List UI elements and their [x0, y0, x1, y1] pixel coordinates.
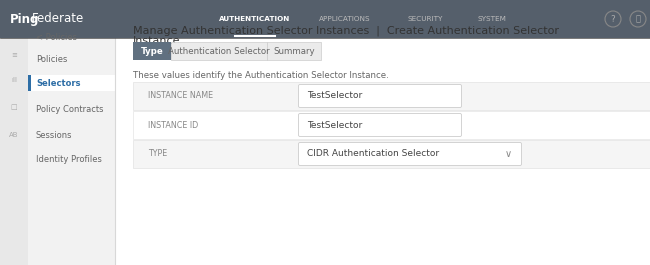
FancyBboxPatch shape — [298, 113, 462, 136]
Text: Instance: Instance — [133, 36, 181, 46]
Bar — [171, 42, 267, 60]
Text: TYPE: TYPE — [148, 149, 167, 158]
FancyBboxPatch shape — [298, 143, 521, 166]
Text: < Policies: < Policies — [36, 33, 77, 42]
Bar — [28, 75, 115, 91]
Text: Selectors: Selectors — [36, 78, 81, 87]
Text: Manage Authentication Selector Instances  |  Create Authentication Selector: Manage Authentication Selector Instances… — [133, 25, 559, 36]
Text: Ping: Ping — [10, 12, 40, 25]
Text: Sessions: Sessions — [36, 130, 73, 139]
Text: Identity Profiles: Identity Profiles — [36, 156, 102, 165]
Text: These values identify the Authentication Selector Instance.: These values identify the Authentication… — [133, 71, 389, 80]
Text: Federate: Federate — [32, 12, 84, 25]
Text: SECURITY: SECURITY — [408, 16, 443, 22]
Bar — [133, 111, 650, 139]
FancyBboxPatch shape — [298, 85, 462, 108]
Bar — [133, 82, 650, 110]
Text: AUTHENTICATION: AUTHENTICATION — [220, 16, 291, 22]
Text: □: □ — [10, 104, 18, 110]
Text: 👤: 👤 — [636, 15, 640, 24]
Text: Type: Type — [140, 46, 163, 55]
Text: APPLICATIONS: APPLICATIONS — [319, 16, 370, 22]
Text: INSTANCE ID: INSTANCE ID — [148, 121, 198, 130]
Text: INSTANCE NAME: INSTANCE NAME — [148, 91, 213, 100]
Text: AB: AB — [9, 132, 19, 138]
Text: ∨: ∨ — [504, 149, 512, 159]
Bar — [133, 42, 171, 60]
Text: ?: ? — [610, 15, 616, 24]
Bar — [28, 75, 31, 91]
Text: TestSelector: TestSelector — [307, 91, 362, 100]
Text: ıll: ıll — [11, 77, 17, 83]
Bar — [0, 38, 115, 265]
Text: Policy Contracts: Policy Contracts — [36, 105, 103, 114]
Text: Summary: Summary — [273, 46, 315, 55]
Text: ≡: ≡ — [11, 52, 17, 58]
Bar — [267, 42, 321, 60]
Bar — [133, 140, 650, 168]
Bar — [0, 38, 28, 265]
Text: SYSTEM: SYSTEM — [478, 16, 506, 22]
Bar — [0, 0, 650, 38]
Text: Authentication Selector: Authentication Selector — [168, 46, 270, 55]
Text: Policies: Policies — [36, 55, 68, 64]
Text: TestSelector: TestSelector — [307, 121, 362, 130]
Text: CIDR Authentication Selector: CIDR Authentication Selector — [307, 149, 439, 158]
